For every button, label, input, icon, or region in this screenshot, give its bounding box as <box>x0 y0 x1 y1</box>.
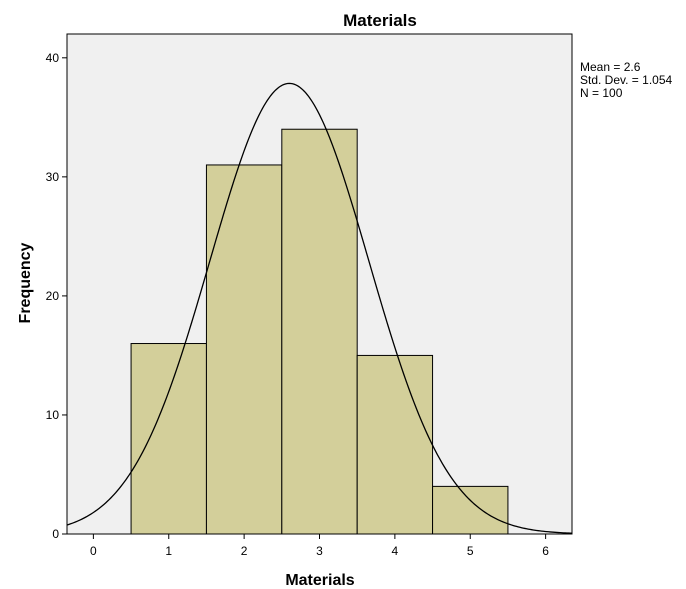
y-tick-label: 30 <box>46 170 60 184</box>
normal-curve <box>66 82 573 534</box>
histogram-bar <box>130 343 207 535</box>
y-tick-label: 20 <box>46 289 60 303</box>
x-tick-label: 6 <box>542 544 549 558</box>
y-tick-label: 0 <box>52 527 59 541</box>
histogram-bar <box>281 128 358 535</box>
y-axis-title: Frequency <box>17 242 34 323</box>
bars-group <box>130 128 509 535</box>
x-axis-title: Materials <box>285 572 354 589</box>
histogram-bar <box>432 485 509 535</box>
histogram-bar <box>356 354 434 535</box>
x-tick-label: 5 <box>467 544 474 558</box>
x-tick-label: 4 <box>392 544 399 558</box>
x-tick-label: 0 <box>90 544 97 558</box>
axes-group: 0 1 2 3 4 5 6 0 10 20 30 40 <box>46 51 550 558</box>
stat-n: N = 100 <box>580 86 623 100</box>
x-tick-label: 3 <box>316 544 323 558</box>
chart-title: Materials <box>343 11 417 30</box>
x-tick-label: 1 <box>165 544 172 558</box>
y-tick-label: 10 <box>46 408 60 422</box>
histogram-bar <box>205 164 283 535</box>
stat-std-dev: Std. Dev. = 1.054 <box>580 73 672 87</box>
stat-mean: Mean = 2.6 <box>580 60 641 74</box>
x-tick-label: 2 <box>241 544 248 558</box>
y-tick-label: 40 <box>46 51 60 65</box>
